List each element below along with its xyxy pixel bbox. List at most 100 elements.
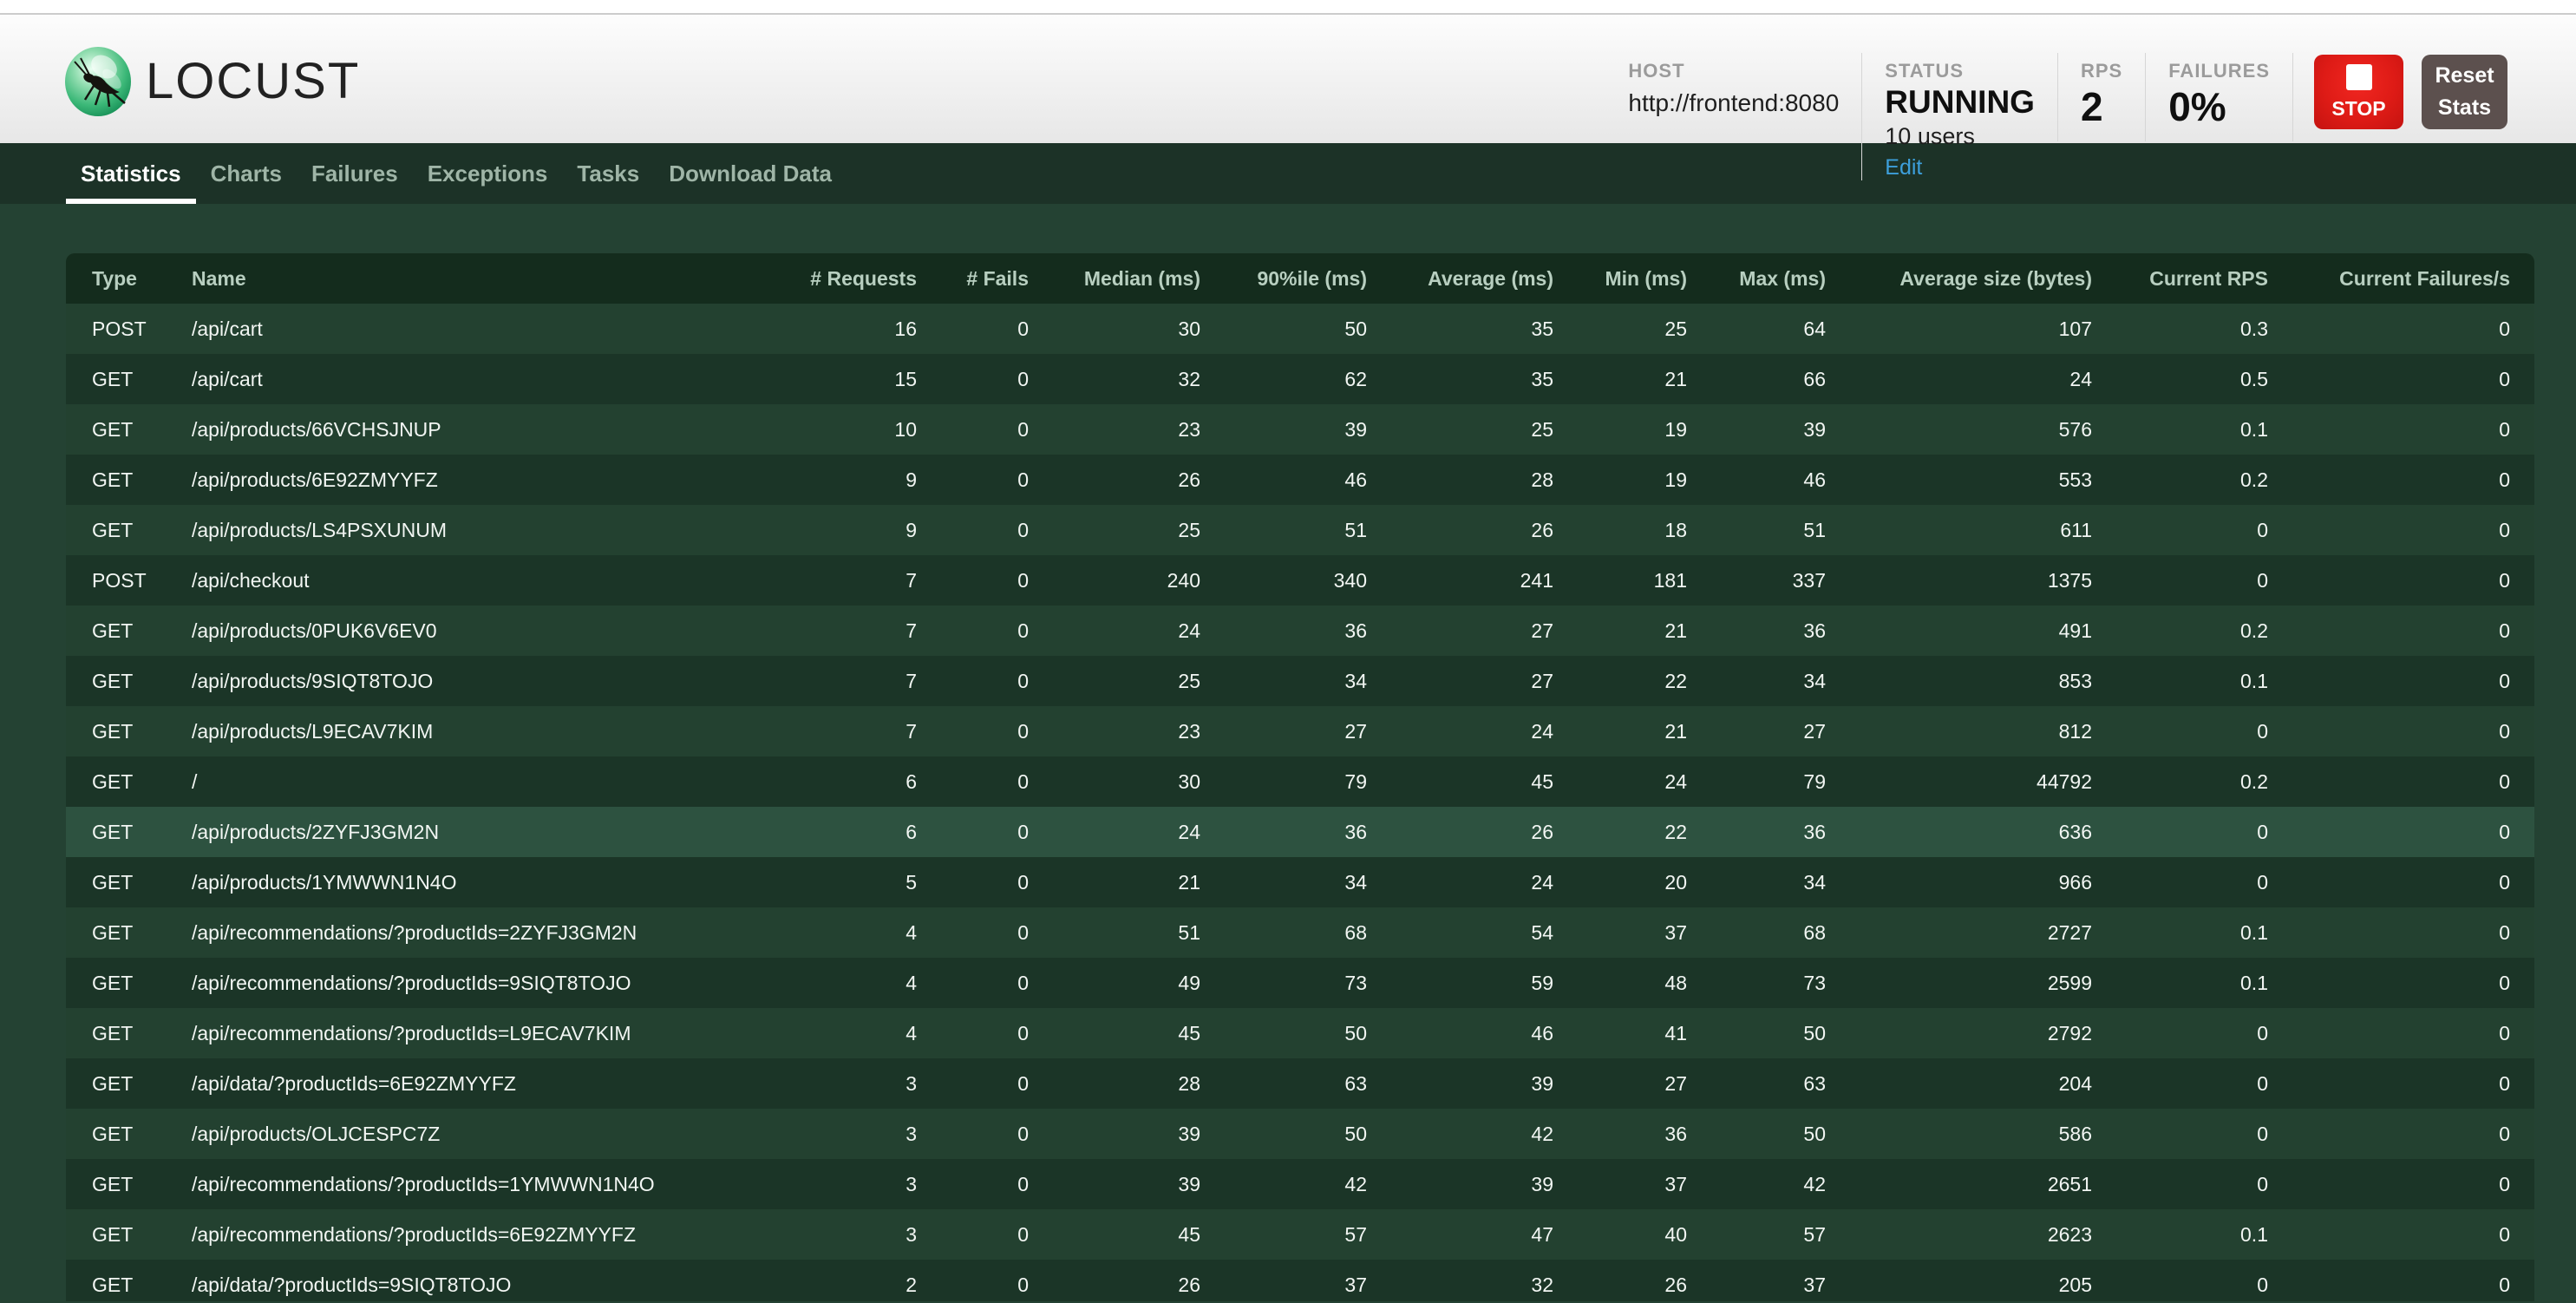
table-row[interactable]: GET/api/cart 15 0 32 62 35 21 66 24 0.5 0 (66, 354, 2534, 404)
cell-max: 50 (1803, 1122, 1826, 1145)
column-header-average-size[interactable]: Average size (bytes) (1847, 253, 2113, 304)
cell-current_rps: 0 (2257, 1021, 2268, 1044)
table-row[interactable]: GET/api/recommendations/?productIds=9SIQ… (66, 958, 2534, 1008)
tab-tasks[interactable]: Tasks (577, 160, 640, 187)
cell-fails: 0 (1017, 1021, 1029, 1044)
cell-p90: 36 (1344, 619, 1367, 642)
cell-name[interactable]: /api/products/9SIQT8TOJO (192, 669, 434, 692)
table-row[interactable]: GET / 6 0 30 79 45 24 79 44792 0.2 0 (66, 756, 2534, 807)
reset-stats-label: Reset Stats (2435, 62, 2494, 121)
cell-avg_size: 205 (2058, 1273, 2092, 1296)
status-block: STATUS RUNNING 10 users Edit (1861, 53, 2057, 180)
cell-name[interactable]: /api/recommendations/?productIds=1YMWWN1… (192, 1172, 655, 1195)
cell-average: 35 (1531, 367, 1553, 390)
cell-max: 50 (1803, 1021, 1826, 1044)
reset-stats-button[interactable]: Reset Stats (2422, 55, 2507, 129)
rps-label: RPS (2080, 60, 2123, 82)
table-row[interactable]: GET/api/recommendations/?productIds=1YMW… (66, 1159, 2534, 1209)
table-row[interactable]: GET/api/data/?productIds=6E92ZMYYFZ 3 0 28 6… (66, 1058, 2534, 1109)
cell-name[interactable]: /api/checkout (192, 568, 310, 592)
cell-max: 57 (1803, 1222, 1826, 1246)
logo-link[interactable]: LOCUST (64, 46, 360, 117)
cell-name[interactable]: /api/recommendations/?productIds=L9ECAV7… (192, 1021, 631, 1044)
cell-requests: 7 (906, 719, 917, 743)
cell-name[interactable]: /api/recommendations/?productIds=6E92ZMY… (192, 1222, 636, 1246)
table-row[interactable]: GET/api/recommendations/?productIds=2ZYF… (66, 907, 2534, 958)
cell-name[interactable]: /api/products/1YMWWN1N4O (192, 870, 457, 894)
cell-min: 26 (1664, 1273, 1687, 1296)
cell-min: 36 (1664, 1122, 1687, 1145)
cell-type: GET (92, 1172, 134, 1195)
cell-fails: 0 (1017, 971, 1029, 994)
cell-min: 22 (1664, 820, 1687, 843)
table-row[interactable]: POST/api/cart 16 0 30 50 35 25 64 107 0.3 0 (66, 304, 2534, 354)
main-nav: Statistics Charts Failures Exceptions Ta… (0, 143, 2576, 204)
column-header-name[interactable]: Name (192, 253, 773, 304)
cell-type: GET (92, 1273, 134, 1296)
column-header-median[interactable]: Median (ms) (1049, 253, 1221, 304)
status-user-count: 10 users (1885, 122, 1975, 149)
cell-name[interactable]: / (192, 769, 198, 793)
cell-type: GET (92, 417, 134, 441)
cell-type: GET (92, 468, 134, 491)
tab-failures[interactable]: Failures (311, 160, 398, 187)
cell-name[interactable]: /api/products/2ZYFJ3GM2N (192, 820, 440, 843)
stop-button[interactable]: STOP (2314, 55, 2403, 129)
table-row[interactable]: GET/api/recommendations/?productIds=L9EC… (66, 1008, 2534, 1058)
tab-charts[interactable]: Charts (210, 160, 282, 187)
column-header-current-failures[interactable]: Current Failures/s (2289, 253, 2534, 304)
cell-p90: 34 (1344, 870, 1367, 894)
cell-name[interactable]: /api/products/66VCHSJNUP (192, 417, 441, 441)
column-header-requests[interactable]: # Requests (773, 253, 938, 304)
table-row[interactable]: GET/api/recommendations/?productIds=6E92… (66, 1209, 2534, 1260)
cell-p90: 50 (1344, 1021, 1367, 1044)
cell-name[interactable]: /api/products/OLJCESPC7Z (192, 1122, 441, 1145)
cell-name[interactable]: /api/recommendations/?productIds=9SIQT8T… (192, 971, 631, 994)
tab-exceptions[interactable]: Exceptions (427, 160, 548, 187)
cell-current_failures: 0 (2499, 367, 2510, 390)
cell-average: 26 (1531, 518, 1553, 541)
column-header-average[interactable]: Average (ms) (1388, 253, 1574, 304)
table-row[interactable]: GET/api/products/9SIQT8TOJO 7 0 25 34 27 22 34 8… (66, 656, 2534, 706)
cell-name[interactable]: /api/data/?productIds=9SIQT8TOJO (192, 1273, 512, 1296)
cell-name[interactable]: /api/products/0PUK6V6EV0 (192, 619, 437, 642)
table-row[interactable]: GET/api/products/OLJCESPC7Z 3 0 39 50 42 36 50 5… (66, 1109, 2534, 1159)
cell-median: 25 (1178, 669, 1200, 692)
cell-fails: 0 (1017, 468, 1029, 491)
cell-type: GET (92, 1071, 134, 1095)
cell-name[interactable]: /api/cart (192, 367, 263, 390)
column-header-90percentile[interactable]: 90%ile (ms) (1221, 253, 1388, 304)
edit-users-link[interactable]: Edit (1885, 154, 1923, 180)
cell-name[interactable]: /api/data/?productIds=6E92ZMYYFZ (192, 1071, 516, 1095)
tab-download-data[interactable]: Download Data (669, 160, 832, 187)
table-row[interactable]: GET/api/products/L9ECAV7KIM 7 0 23 27 24 21 27 8… (66, 706, 2534, 756)
cell-current_failures: 0 (2499, 870, 2510, 894)
cell-fails: 0 (1017, 769, 1029, 793)
table-row[interactable]: GET/api/products/1YMWWN1N4O 5 0 21 34 24 20 34 9… (66, 857, 2534, 907)
table-row[interactable]: POST/api/checkout 7 0 240 340 241 181 337 1375 0 0 (66, 555, 2534, 606)
cell-current_failures: 0 (2499, 820, 2510, 843)
table-row[interactable]: GET/api/products/66VCHSJNUP 10 0 23 39 25 19 39… (66, 404, 2534, 455)
cell-name[interactable]: /api/cart (192, 317, 263, 340)
table-row[interactable]: GET/api/products/0PUK6V6EV0 7 0 24 36 27 21 36 4… (66, 606, 2534, 656)
column-header-type[interactable]: Type (66, 253, 192, 304)
column-header-current-rps[interactable]: Current RPS (2113, 253, 2289, 304)
cell-name[interactable]: /api/products/6E92ZMYYFZ (192, 468, 438, 491)
cell-requests: 4 (906, 920, 917, 944)
tab-statistics[interactable]: Statistics (66, 143, 196, 204)
cell-average: 25 (1531, 417, 1553, 441)
cell-name[interactable]: /api/recommendations/?productIds=2ZYFJ3G… (192, 920, 637, 944)
column-header-fails[interactable]: # Fails (938, 253, 1049, 304)
cell-name[interactable]: /api/products/L9ECAV7KIM (192, 719, 434, 743)
cell-current_failures: 0 (2499, 719, 2510, 743)
cell-current_rps: 0.2 (2240, 769, 2268, 793)
table-row[interactable]: GET/api/data/?productIds=9SIQT8TOJO 2 0 26 3… (66, 1260, 2534, 1301)
column-header-max[interactable]: Max (ms) (1708, 253, 1847, 304)
table-row[interactable]: GET/api/products/2ZYFJ3GM2N 6 0 24 36 26 22 36 6… (66, 807, 2534, 857)
table-row[interactable]: GET/api/products/6E92ZMYYFZ 9 0 26 46 28 19 46 5… (66, 455, 2534, 505)
cell-median: 23 (1178, 719, 1200, 743)
table-row[interactable]: GET/api/products/LS4PSXUNUM 9 0 25 51 26 18 51 6… (66, 505, 2534, 555)
stop-square-icon (2345, 63, 2372, 90)
column-header-min[interactable]: Min (ms) (1574, 253, 1708, 304)
cell-name[interactable]: /api/products/LS4PSXUNUM (192, 518, 448, 541)
